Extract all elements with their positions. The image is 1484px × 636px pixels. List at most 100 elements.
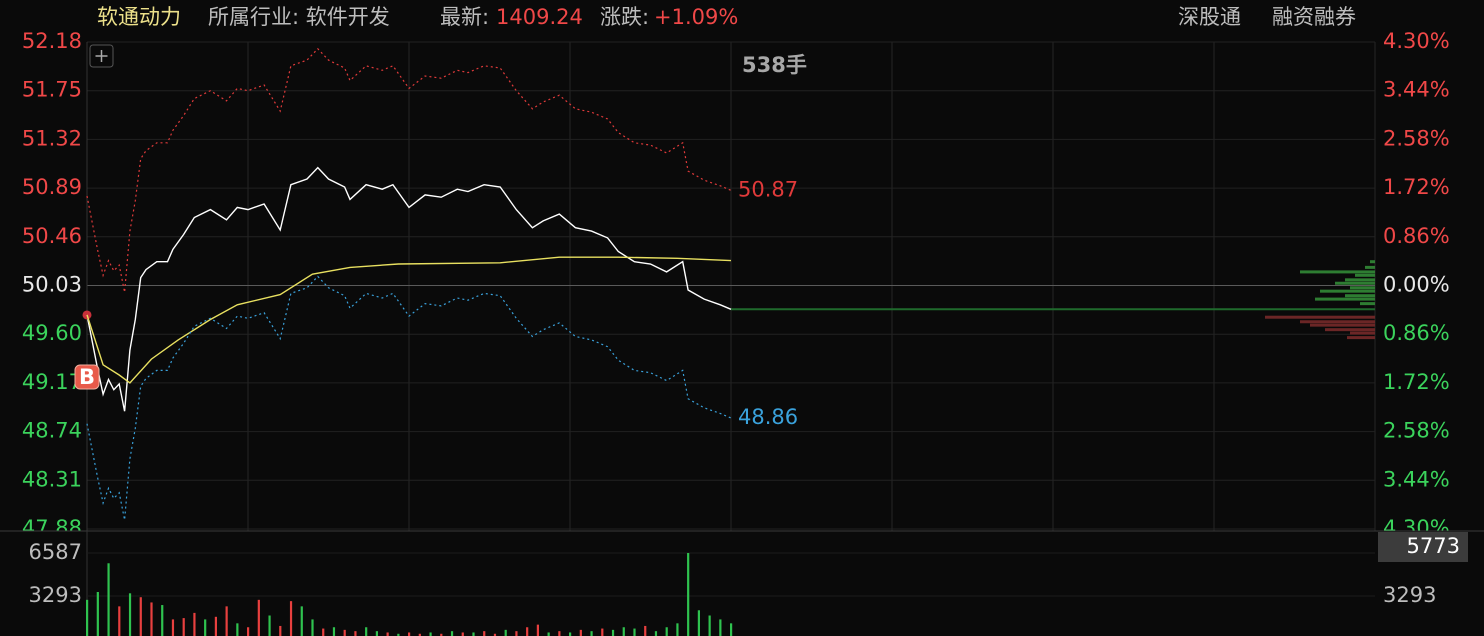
- volume-bar: [365, 627, 368, 636]
- end-value-label: 50.87: [738, 177, 798, 201]
- y-tick-label: 49.17: [22, 370, 82, 394]
- volume-bar: [161, 605, 164, 636]
- volume-bar: [322, 628, 325, 636]
- tag[interactable]: 融资融券: [1272, 5, 1356, 29]
- volume-bar: [429, 632, 432, 636]
- tag[interactable]: 深股通: [1178, 5, 1241, 29]
- volume-bar: [86, 599, 89, 636]
- volume-bar: [687, 553, 690, 636]
- volume-annotation: 538手: [742, 53, 807, 77]
- volume-bar: [676, 623, 679, 636]
- volume-profile-bar: [1300, 320, 1375, 324]
- volume-bar: [139, 597, 142, 636]
- volume-bar: [504, 629, 507, 636]
- y-tick-label: 51.32: [22, 126, 82, 150]
- volume-bar: [128, 593, 132, 636]
- y2-tick-label: 3293: [1383, 583, 1436, 607]
- volume-bar: [204, 619, 207, 636]
- volume-bar: [665, 627, 668, 636]
- y2-tick-label: 3.44%: [1383, 467, 1450, 491]
- volume-panel: [0, 531, 1484, 636]
- volume-bar: [214, 616, 217, 636]
- volume-bar: [375, 631, 378, 636]
- volume-profile-bar: [1310, 323, 1375, 327]
- volume-bar: [558, 631, 561, 636]
- volume-profile-bar: [1300, 270, 1375, 274]
- volume-bar: [697, 610, 700, 636]
- volume-bar: [193, 612, 196, 636]
- y-tick-label: 51.75: [22, 78, 82, 102]
- y2-tick-label: 1.72%: [1383, 175, 1450, 199]
- volume-bar: [730, 623, 733, 636]
- volume-bar: [418, 633, 421, 636]
- y2-tick-label: 2.58%: [1383, 419, 1450, 443]
- y-tick-label: 50.89: [22, 175, 82, 199]
- y-tick-label: 3293: [29, 583, 82, 607]
- volume-bar: [279, 625, 282, 636]
- latest-label: 最新:: [440, 5, 489, 29]
- volume-bar: [450, 631, 454, 636]
- volume-bar: [386, 632, 389, 636]
- volume-profile-bar: [1350, 331, 1375, 335]
- price-line: [86, 256, 732, 384]
- volume-bar: [150, 602, 153, 636]
- volume-bar: [654, 631, 658, 636]
- price-line: [86, 166, 732, 412]
- volume-profile-bar: [1315, 297, 1375, 301]
- volume-bar: [171, 619, 175, 636]
- volume-bar: [268, 615, 271, 636]
- volume-profile-bar: [1360, 302, 1375, 306]
- cursor-value-box: [1378, 532, 1468, 562]
- volume-bar: [633, 628, 636, 636]
- volume-bar: [440, 633, 443, 636]
- volume-bar: [483, 631, 486, 636]
- volume-bar: [289, 601, 293, 636]
- buy-badge-label: B: [79, 365, 95, 389]
- y2-tick-label: 1.72%: [1383, 370, 1450, 394]
- y2-tick-label: 4.30%: [1383, 29, 1450, 53]
- end-value-label: 48.86: [738, 405, 798, 429]
- zoom-icon: [95, 50, 108, 62]
- zoom-button[interactable]: [89, 44, 114, 68]
- volume-bar: [107, 563, 110, 636]
- cursor-value: 5773: [1407, 534, 1460, 558]
- volume-bar: [397, 633, 400, 636]
- band-line: [86, 275, 732, 521]
- volume-bar: [569, 632, 572, 636]
- y2-tick-label: 2.58%: [1383, 126, 1450, 150]
- volume-bar: [300, 606, 303, 636]
- volume-bar: [622, 627, 625, 636]
- y2-tick-label: 0.00%: [1383, 273, 1450, 297]
- volume-profile-bar: [1320, 289, 1375, 293]
- band-line: [86, 47, 732, 293]
- volume-bar: [408, 632, 411, 636]
- volume-bar: [118, 606, 121, 636]
- volume-bar: [332, 627, 336, 636]
- y-tick-label: 48.74: [22, 419, 82, 443]
- y-tick-label: 6587: [29, 540, 82, 564]
- volume-profile-bar: [1365, 265, 1375, 269]
- change-label: 涨跌:: [600, 5, 649, 29]
- volume-bar: [536, 624, 539, 636]
- latest-value: 1409.24: [496, 5, 583, 29]
- volume-bar: [590, 631, 593, 636]
- volume-bar: [225, 606, 228, 636]
- y2-tick-label: 0.86%: [1383, 224, 1450, 248]
- volume-bar: [96, 591, 99, 636]
- volume-profile-bar: [1345, 278, 1375, 282]
- volume-bar: [526, 627, 529, 636]
- volume-bar: [354, 631, 357, 636]
- y-tick-label: 52.18: [22, 29, 82, 53]
- volume-bar: [579, 629, 582, 636]
- y2-tick-label: 3.44%: [1383, 78, 1450, 102]
- volume-profile-bar: [1370, 260, 1375, 264]
- volume-bar: [493, 633, 497, 636]
- volume-bar: [343, 629, 346, 636]
- volume-profile-bar: [1350, 286, 1375, 290]
- volume-bar: [461, 632, 464, 636]
- change-value: +1.09%: [654, 5, 738, 29]
- y2-tick-label: 0.86%: [1383, 321, 1450, 345]
- volume-profile-bar: [1325, 328, 1375, 332]
